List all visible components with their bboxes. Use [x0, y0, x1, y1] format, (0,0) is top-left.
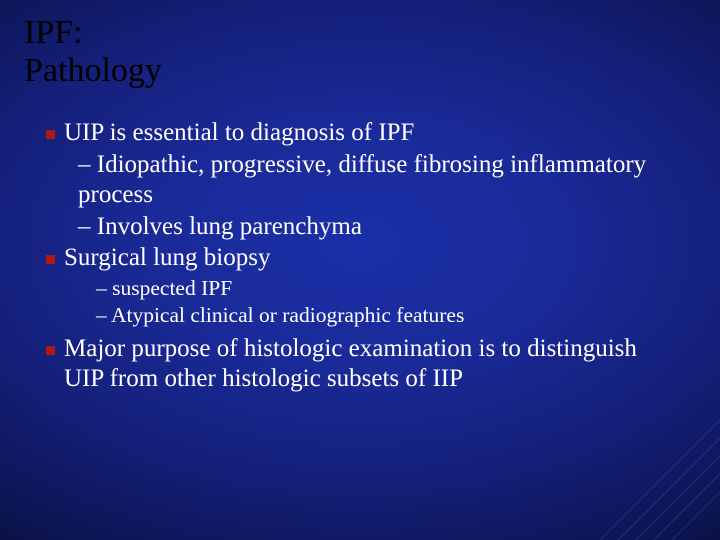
title-line-1: IPF: — [24, 14, 162, 52]
sub-bullet-text: – suspected IPF — [64, 275, 676, 301]
blank-bullet — [46, 162, 64, 171]
bullet-text: Surgical lung biopsy — [64, 243, 676, 274]
bullet-item: UIP is essential to diagnosis of IPF — [46, 118, 676, 149]
slide-body: UIP is essential to diagnosis of IPF – I… — [46, 118, 676, 396]
sub-bullet-text: – Involves lung parenchyma — [64, 212, 676, 243]
bullet-item: Major purpose of histologic examination … — [46, 334, 676, 395]
bullet-text: UIP is essential to diagnosis of IPF — [64, 118, 676, 149]
slide-title: IPF: Pathology — [24, 14, 162, 90]
sub-bullet-item: – Involves lung parenchyma — [46, 212, 676, 243]
sub-bullet-item: – Idiopathic, progressive, diffuse fibro… — [46, 150, 676, 211]
slide: IPF: Pathology UIP is essential to diagn… — [0, 0, 720, 540]
corner-lines-icon — [560, 380, 720, 540]
square-bullet-icon — [46, 130, 64, 139]
sub-bullet-text: – Idiopathic, progressive, diffuse fibro… — [64, 150, 676, 211]
blank-bullet — [46, 224, 64, 233]
blank-bullet — [46, 314, 64, 323]
sub-bullet-text: – Atypical clinical or radiographic feat… — [64, 302, 676, 328]
title-line-2: Pathology — [24, 52, 162, 90]
blank-bullet — [46, 287, 64, 296]
bullet-item: Surgical lung biopsy — [46, 243, 676, 274]
square-bullet-icon — [46, 255, 64, 264]
sub-bullet-item: – suspected IPF — [46, 275, 676, 301]
bullet-text: Major purpose of histologic examination … — [64, 334, 676, 395]
square-bullet-icon — [46, 346, 64, 355]
sub-bullet-item: – Atypical clinical or radiographic feat… — [46, 302, 676, 328]
